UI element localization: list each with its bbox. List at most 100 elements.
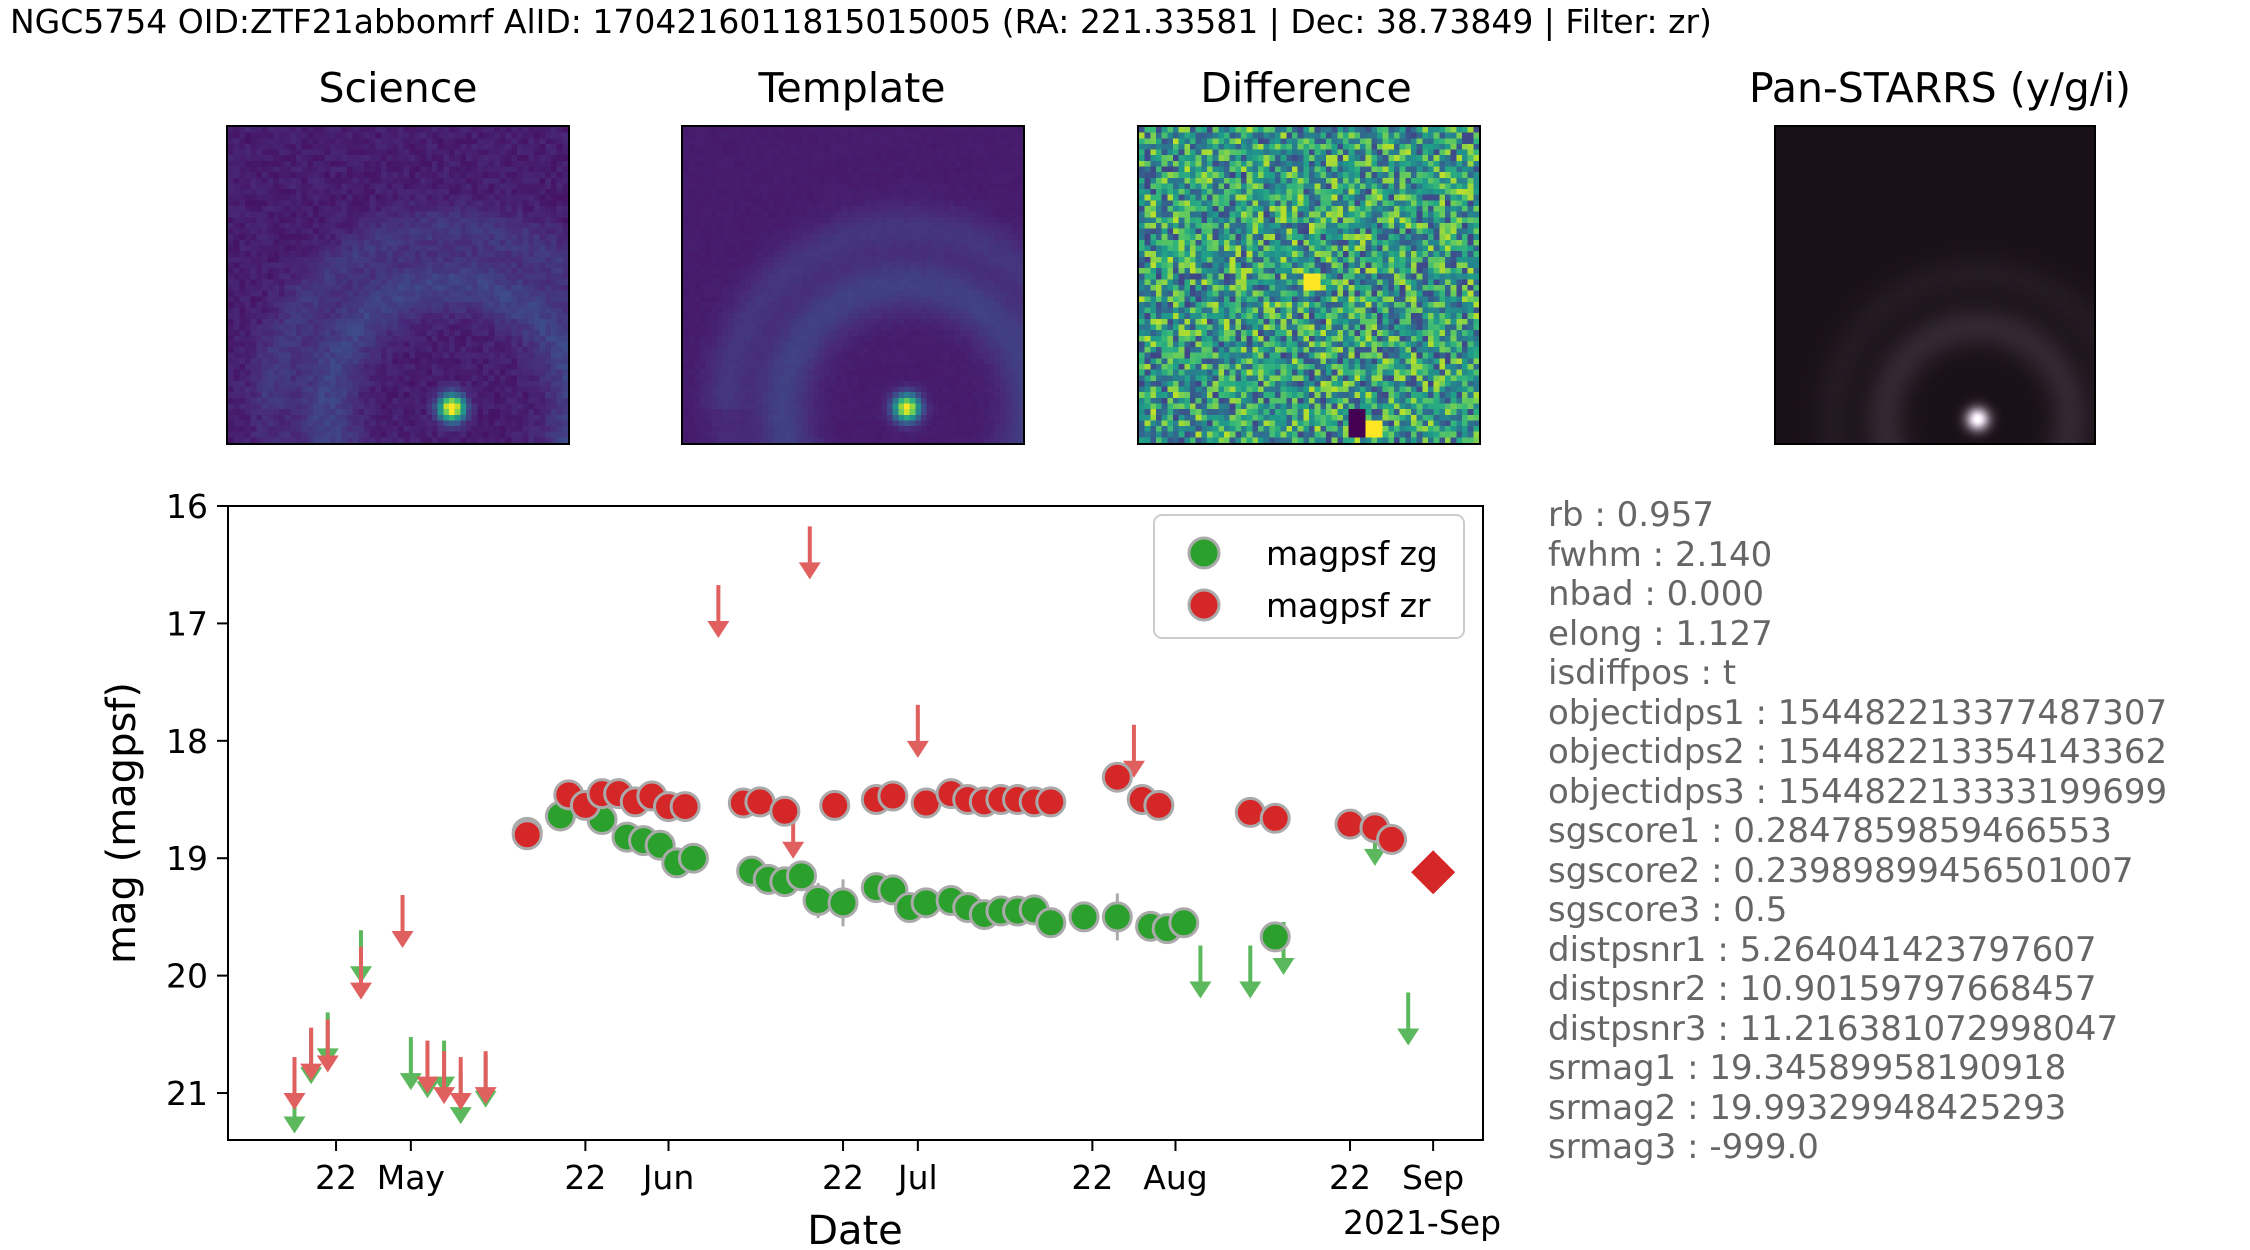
metadata-line: rb : 0.957 [1548, 495, 1714, 535]
zr-upper-limit [416, 1040, 439, 1094]
limit-arrowhead [707, 621, 730, 639]
metadata-line: distpsnr1 : 5.264041423797607 [1548, 929, 2097, 970]
metadata-line: sgscore2 : 0.23989899456501007 [1548, 850, 2134, 891]
difference-cutout [1137, 125, 1481, 445]
metadata-line: srmag2 : 19.99329948425293 [1548, 1087, 2067, 1128]
zg-detection-point [1035, 907, 1067, 939]
limit-arrowhead [1239, 981, 1262, 999]
metadata-line: objectidps2 : 154482213354143362 [1548, 732, 2168, 772]
y-tick-label: 19 [166, 839, 208, 878]
zr-upper-limit [1122, 724, 1145, 778]
metadata-line: srmag3 : -999.0 [1548, 1127, 1819, 1167]
zr-detection-point [1101, 761, 1133, 793]
zr-upper-limit [707, 585, 730, 639]
metadata-line: distpsnr2 : 10.90159797668457 [1548, 969, 2097, 1009]
y-tick-label: 21 [166, 1074, 208, 1113]
zr-upper-limit [449, 1057, 472, 1111]
limit-arrowhead [1189, 981, 1212, 999]
zr-detection-point [819, 789, 851, 821]
x-tick-label: Jun [641, 1158, 695, 1197]
zr-upper-limit [300, 1027, 323, 1081]
metadata-line: srmag1 : 19.34589958190918 [1548, 1048, 2067, 1088]
limit-arrowhead [906, 740, 929, 758]
limit-arrowhead [782, 841, 805, 859]
x-tick-label: 22 [1071, 1158, 1113, 1197]
metadata-line: distpsnr3 : 11.216381072998047 [1548, 1008, 2119, 1049]
zg-upper-limit [399, 1037, 422, 1091]
limit-arrowhead [416, 1076, 439, 1094]
limit-arrowhead [1363, 848, 1386, 866]
limit-arrowhead [1122, 760, 1145, 778]
difference-label: Difference [1200, 64, 1412, 112]
zr-detection-point [511, 819, 543, 851]
y-tick-label: 16 [166, 487, 208, 526]
zr-detection-point [669, 791, 701, 823]
zr-detection-point [1334, 808, 1366, 840]
zg-detection-point [1068, 901, 1100, 933]
zr-upper-limit [474, 1051, 497, 1105]
zr-upper-limit [798, 526, 821, 580]
y-tick-label: 18 [166, 722, 208, 761]
y-tick-label: 17 [166, 604, 208, 643]
limit-arrowhead [399, 1073, 422, 1091]
x-tick-label: 22 [822, 1158, 864, 1197]
limit-arrowhead [316, 1055, 339, 1073]
template-label: Template [758, 64, 946, 112]
zr-upper-limit [316, 1019, 339, 1073]
x-tick-label: May [377, 1158, 445, 1197]
zr-detection-point [1234, 796, 1266, 828]
plot-frame [227, 505, 1484, 1141]
metadata-line: elong : 1.127 [1548, 613, 1773, 654]
limit-arrowhead [391, 931, 414, 949]
zr-detection-point [1376, 823, 1408, 855]
panstarrs-cutout [1774, 125, 2096, 445]
zg-upper-limit [1397, 992, 1420, 1046]
limit-arrowhead [1397, 1028, 1420, 1046]
x-tick-label: Jul [896, 1158, 938, 1197]
legend-label-zg: magpsf zg [1266, 534, 1438, 573]
limit-arrowhead [449, 1093, 472, 1111]
zg-detection-point [785, 860, 817, 892]
zr-detection-point [1259, 802, 1291, 834]
metadata-line: sgscore1 : 0.2847859859466553 [1548, 811, 2112, 851]
legend-marker-zr [1187, 588, 1221, 622]
zr-detection-point [877, 780, 909, 812]
science-label: Science [318, 64, 478, 112]
alert-metadata: rb : 0.957 fwhm : 2.140 nbad : 0.000 elong … [1548, 495, 2168, 1168]
limit-arrowhead [474, 1087, 497, 1105]
limit-arrowhead [1272, 958, 1295, 976]
limit-arrowhead [349, 982, 372, 1000]
y-tick-label: 20 [166, 957, 208, 996]
zr-detection-point [1035, 786, 1067, 818]
zg-detection-point [827, 887, 859, 919]
zg-detection-point [1259, 921, 1291, 953]
zg-detection-point [677, 842, 709, 874]
zr-upper-limit [906, 704, 929, 758]
x-tick-label: Aug [1143, 1158, 1207, 1197]
x-tick-label: 22 [1329, 1158, 1371, 1197]
science-cutout [226, 125, 570, 445]
zg-upper-limit [1189, 945, 1212, 999]
zr-upper-limit [283, 1057, 306, 1111]
zg-detection-point [1101, 901, 1133, 933]
metadata-line: sgscore3 : 0.5 [1548, 890, 1788, 930]
y-axis-label: mag (magpsf) [99, 682, 145, 964]
zr-detection-point [1143, 789, 1175, 821]
x-axis-label: Date [807, 1208, 903, 1250]
zr-upper-limit [433, 1051, 456, 1105]
zg-detection-point [1168, 907, 1200, 939]
zg-upper-limit [1239, 945, 1262, 999]
metadata-line: fwhm : 2.140 [1548, 534, 1773, 575]
limit-arrowhead [300, 1063, 323, 1081]
x-offset-label: 2021-Sep [1343, 1203, 1501, 1242]
x-tick-label: 22 [564, 1158, 606, 1197]
alert-title: NGC5754 OID:ZTF21abbomrf AlID: 170421601… [10, 2, 1712, 41]
x-tick-label: Sep [1402, 1158, 1464, 1197]
legend-box [1153, 514, 1465, 639]
limit-arrowhead [433, 1087, 456, 1105]
limit-arrowhead [798, 562, 821, 580]
limit-arrowhead [449, 1107, 472, 1125]
legend: magpsf zg magpsf zr [1153, 514, 1465, 639]
panstarrs-label: Pan-STARRS (y/g/i) [1748, 64, 2132, 112]
